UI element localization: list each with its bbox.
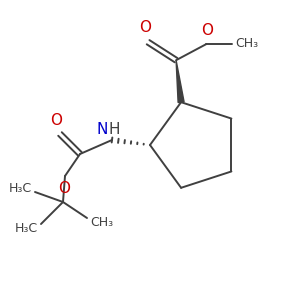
Text: O: O <box>201 23 213 38</box>
Text: O: O <box>58 181 70 196</box>
Text: CH₃: CH₃ <box>90 215 113 229</box>
Text: N: N <box>97 122 108 137</box>
Polygon shape <box>176 60 184 103</box>
Text: O: O <box>50 113 62 128</box>
Text: H₃C: H₃C <box>9 182 32 194</box>
Text: CH₃: CH₃ <box>235 37 258 50</box>
Text: O: O <box>139 20 151 35</box>
Text: H: H <box>108 122 119 137</box>
Text: H₃C: H₃C <box>15 221 38 235</box>
